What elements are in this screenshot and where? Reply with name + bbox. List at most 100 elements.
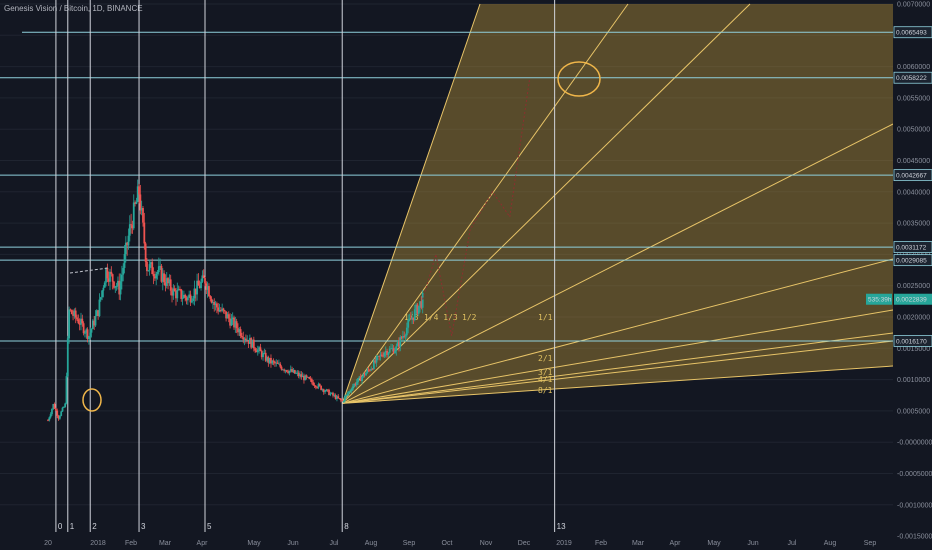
candle-body (107, 278, 110, 282)
vertical-marker-label: 2 (92, 522, 97, 531)
candle-body (190, 300, 193, 303)
candle-body (74, 310, 77, 318)
candle-body (209, 296, 212, 299)
candle-body (289, 369, 292, 371)
candle-body (246, 339, 249, 341)
candle-body (130, 224, 133, 226)
candle-body (226, 314, 229, 319)
candle-body (176, 290, 179, 299)
gann-fan-label: 4/1 (538, 375, 553, 384)
y-tick-label: 0.0060000 (897, 64, 930, 71)
x-tick-label: Feb (595, 540, 607, 547)
candle-body (72, 314, 74, 316)
gann-fan-line (342, 340, 894, 404)
candle-body (208, 286, 210, 297)
candle-body (354, 383, 357, 386)
candle-body (114, 286, 117, 288)
gann-fan-line (341, 3, 481, 404)
candle-body (383, 352, 386, 357)
candle-body (313, 385, 316, 387)
candle-body (194, 288, 197, 295)
candle-body (103, 282, 106, 288)
candle-body (243, 338, 246, 340)
candle-body (308, 377, 311, 379)
y-tick-label: 0.0070000 (897, 2, 930, 9)
candle-body (82, 323, 85, 334)
candle-body (109, 271, 111, 282)
candle-body (386, 350, 388, 356)
price-level-tag-label: 0.0058222 (896, 75, 927, 82)
candle-body (280, 366, 283, 370)
x-tick-label: Mar (159, 540, 172, 547)
candle-body (204, 278, 206, 284)
candle-body (159, 265, 162, 267)
candle-body (151, 262, 154, 275)
price-level-tag (893, 71, 932, 84)
candle-body (219, 309, 222, 311)
time-axis (0, 532, 893, 550)
candle-body (392, 348, 395, 354)
candle-body (237, 328, 239, 333)
candle-body (76, 317, 78, 320)
gann-fan-line (341, 123, 894, 404)
candle-body (135, 201, 138, 204)
x-tick-label: Apr (197, 540, 209, 547)
candle-body (263, 352, 266, 354)
x-tick-label: May (707, 540, 721, 547)
candle-body (198, 285, 201, 289)
candle-body (262, 353, 264, 358)
candle-body (359, 376, 362, 382)
candle-body (299, 374, 301, 377)
gann-fan-line (341, 3, 629, 404)
candle-body (415, 304, 417, 310)
vertical-marker-label: 8 (344, 522, 349, 531)
candle-body (61, 407, 64, 412)
candle-body (274, 361, 276, 364)
candle-body (367, 369, 370, 371)
candle-body (371, 368, 374, 370)
candle-body (184, 294, 187, 298)
candle-body (126, 242, 129, 246)
candle-body (160, 265, 163, 282)
x-tick-label: 2019 (556, 540, 572, 547)
y-tick-label: -0.0005000 (897, 471, 932, 478)
candle-body (248, 338, 251, 344)
candle-body (117, 280, 119, 286)
y-tick-label: -0.0015000 (897, 534, 932, 541)
candle-body (53, 404, 56, 409)
vertical-marker-label: 3 (141, 522, 146, 531)
candle-body (279, 363, 282, 367)
candle-body (181, 298, 184, 299)
candle-body (105, 268, 107, 283)
candle-body (68, 309, 71, 339)
candle-body (85, 329, 88, 333)
candle-body (58, 415, 61, 419)
candle-body (138, 186, 140, 195)
candle-body (173, 288, 176, 291)
x-tick-label: 20 (44, 540, 52, 547)
candle-body (225, 311, 228, 319)
y-tick-label: 0.0040000 (897, 189, 930, 196)
candle-body (314, 385, 317, 388)
candle-body (398, 342, 400, 347)
y-tick-label: 0.0025000 (897, 283, 930, 290)
candle-body (111, 274, 114, 282)
candle-body (69, 309, 72, 311)
candle-body (142, 208, 144, 223)
candle-body (384, 350, 387, 353)
candle-body (303, 375, 305, 381)
candle-body (329, 393, 332, 396)
candle-body (113, 281, 115, 288)
candle-body (260, 351, 263, 358)
candle-body (330, 392, 333, 394)
candle-body (394, 350, 396, 354)
candle-body (64, 403, 67, 407)
candle-body (119, 281, 122, 295)
gann-fan-label: 1/1 (538, 313, 553, 322)
y-tick-label: -0.0000000 (897, 440, 932, 447)
candle-body (65, 376, 68, 404)
candle-body (120, 274, 123, 282)
candle-body (339, 398, 342, 401)
candle-body (347, 391, 350, 394)
